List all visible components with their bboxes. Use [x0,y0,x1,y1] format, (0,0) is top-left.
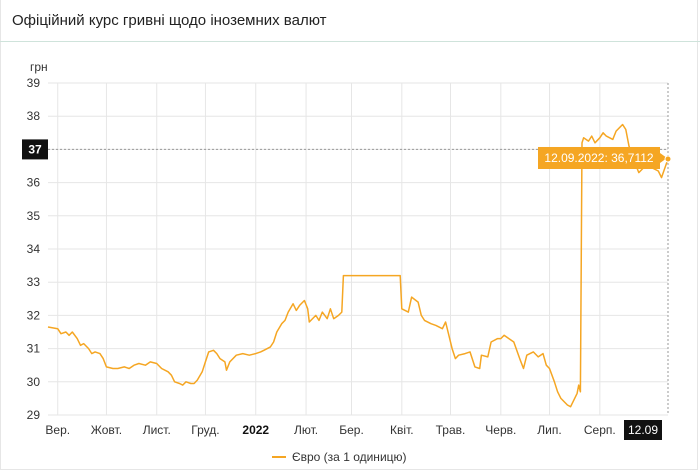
legend-swatch [272,456,286,458]
chart-title: Офіційний курс гривні щодо іноземних вал… [12,12,327,29]
x-tick-label: Лип. [537,423,561,437]
grid [48,82,668,416]
x-tick-label: 2022 [242,423,269,437]
legend-label: Євро (за 1 одиницю) [292,450,407,464]
x-tick-label: Лют. [294,423,318,437]
y-tick-label: 33 [27,275,41,289]
crosshair: 37 12.09 12.09.2022: 36,7112 [22,83,672,440]
y-ticks: 29 30 31 32 33 34 35 36 37 38 39 [27,76,41,422]
x-tick-label: Трав. [436,423,466,437]
x-tick-label: Груд. [191,423,219,437]
x-ticks: Вер. Жовт. Лист. Груд. 2022 Лют. Бер. Квіт. Трав… [45,423,615,437]
hover-point [664,155,672,163]
tooltip-arrow [660,152,667,163]
crosshair-x-label: 12.09 [628,423,658,437]
legend[interactable]: Євро (за 1 одиницю) [272,450,407,464]
tooltip-box [538,146,660,169]
series-line [47,123,669,408]
y-tick-label: 31 [27,342,41,356]
x-tick-label: Вер. [45,423,70,437]
y-tick-label: 35 [27,209,41,223]
x-tick-label: Бер. [339,423,364,437]
crosshair-y-label: 37 [28,142,42,156]
x-tick-label: Лист. [143,423,171,437]
x-tick-label: Квіт. [390,423,414,437]
y-tick-label: 34 [27,242,41,256]
x-tick-label: Черв. [485,423,516,437]
x-tick-label: Серп. [584,423,616,437]
y-tick-label: 36 [27,176,41,190]
series-group [47,123,669,408]
y-tick-label: 29 [27,408,41,422]
crosshair-x-box [624,420,662,440]
chart-header: Офіційний курс гривні щодо іноземних вал… [0,0,700,42]
y-axis-label: грн [30,60,48,74]
tooltip-text: 12.09.2022: 36,7112 [544,151,654,165]
y-tick-label: 30 [27,375,41,389]
y-tick-label: 39 [27,76,41,90]
crosshair-y-box [22,139,48,160]
x-tick-label: Жовт. [91,423,122,437]
y-tick-label: 32 [27,308,41,322]
y-tick-label: 38 [27,109,41,123]
